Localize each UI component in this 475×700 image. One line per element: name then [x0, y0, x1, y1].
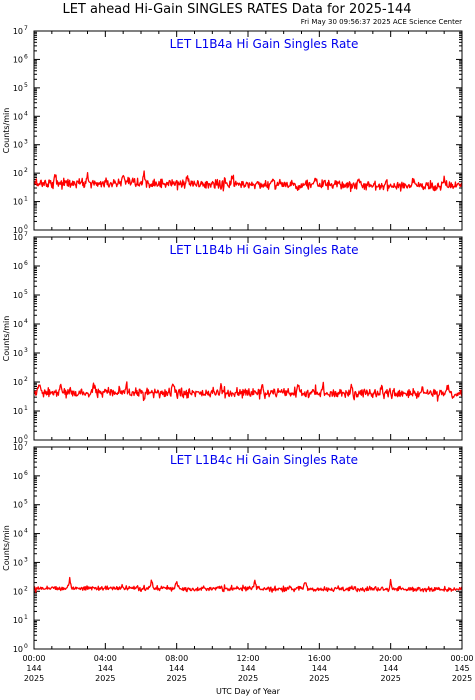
- plot-frame: [33, 446, 463, 650]
- panel-title: LET L1B4a Hi Gain Singles Rate: [170, 37, 359, 51]
- plot-frame: [33, 236, 463, 441]
- x-tick-label-year: 2025: [95, 674, 115, 683]
- y-tick-label: 10: [13, 226, 23, 235]
- y-tick-exponent: 2: [24, 167, 28, 174]
- y-tick-exponent: 7: [24, 231, 28, 238]
- timestamp-label: Fri May 30 09:56:37 2025 ACE Science Cen…: [301, 18, 462, 26]
- y-tick-label: 10: [13, 84, 23, 93]
- x-tick-label-year: 2025: [166, 674, 186, 683]
- y-tick-exponent: 1: [24, 196, 28, 203]
- y-tick-label: 10: [13, 169, 23, 178]
- y-tick-label: 10: [13, 501, 23, 510]
- panel-title: LET L1B4b Hi Gain Singles Rate: [169, 243, 358, 257]
- plot-frame: [33, 30, 463, 231]
- main-title: LET ahead Hi-Gain SINGLES RATES Data for…: [62, 2, 411, 17]
- y-tick-label: 10: [13, 436, 23, 445]
- y-tick-exponent: 0: [24, 643, 28, 650]
- x-tick-label-day: 144: [26, 664, 41, 673]
- y-tick-label: 10: [13, 198, 23, 207]
- x-tick-label-time: 00:00: [22, 654, 45, 663]
- y-tick-exponent: 2: [24, 585, 28, 592]
- y-tick-exponent: 7: [24, 441, 28, 448]
- y-tick-exponent: 6: [24, 260, 28, 267]
- x-tick-label-time: 16:00: [308, 654, 331, 663]
- y-tick-exponent: 0: [24, 434, 28, 441]
- y-tick-label: 10: [13, 233, 23, 242]
- y-tick-exponent: 4: [24, 318, 28, 325]
- y-axis-title: Counts/min: [2, 108, 11, 154]
- y-tick-label: 10: [13, 291, 23, 300]
- x-tick-label-time: 12:00: [236, 654, 259, 663]
- y-tick-exponent: 6: [24, 53, 28, 60]
- y-tick-label: 10: [13, 378, 23, 387]
- x-tick-label-time: 04:00: [94, 654, 117, 663]
- y-tick-exponent: 5: [24, 82, 28, 89]
- x-tick-label-year: 2025: [24, 674, 44, 683]
- y-tick-label: 10: [13, 407, 23, 416]
- y-tick-exponent: 6: [24, 470, 28, 477]
- x-tick-label-day: 144: [98, 664, 113, 673]
- y-axis-title: Counts/min: [2, 525, 11, 571]
- y-tick-label: 10: [13, 320, 23, 329]
- y-tick-label: 10: [13, 55, 23, 64]
- y-tick-exponent: 3: [24, 347, 28, 354]
- x-tick-label-year: 2025: [380, 674, 400, 683]
- y-tick-exponent: 5: [24, 499, 28, 506]
- x-tick-label-day: 144: [240, 664, 255, 673]
- series-line: [33, 576, 463, 593]
- y-tick-exponent: 1: [24, 614, 28, 621]
- y-tick-exponent: 2: [24, 376, 28, 383]
- panel-title: LET L1B4c Hi Gain Singles Rate: [170, 453, 358, 467]
- y-tick-exponent: 3: [24, 556, 28, 563]
- y-tick-exponent: 5: [24, 289, 28, 296]
- y-tick-exponent: 0: [24, 224, 28, 231]
- y-tick-label: 10: [13, 112, 23, 121]
- x-tick-label-day: 145: [454, 664, 469, 673]
- y-tick-label: 10: [13, 443, 23, 452]
- x-tick-label-year: 2025: [309, 674, 329, 683]
- y-tick-label: 10: [13, 472, 23, 481]
- y-tick-label: 10: [13, 262, 23, 271]
- y-tick-label: 10: [13, 616, 23, 625]
- x-tick-label-time: 20:00: [379, 654, 402, 663]
- y-tick-exponent: 4: [24, 110, 28, 117]
- y-tick-exponent: 4: [24, 528, 28, 535]
- y-tick-label: 10: [13, 141, 23, 150]
- y-tick-label: 10: [13, 530, 23, 539]
- x-tick-label-year: 2025: [238, 674, 258, 683]
- x-tick-label-day: 144: [312, 664, 327, 673]
- x-axis-title: UTC Day of Year: [216, 687, 281, 696]
- y-tick-label: 10: [13, 645, 23, 654]
- y-tick-label: 10: [13, 558, 23, 567]
- x-tick-label-day: 144: [383, 664, 398, 673]
- series-line: [33, 381, 463, 402]
- x-tick-label-time: 08:00: [165, 654, 188, 663]
- y-tick-label: 10: [13, 349, 23, 358]
- y-tick-label: 10: [13, 587, 23, 596]
- x-tick-label-time: 00:00: [450, 654, 473, 663]
- y-tick-label: 10: [13, 27, 23, 36]
- series-line: [33, 170, 463, 193]
- x-tick-label-year: 2025: [452, 674, 472, 683]
- y-tick-exponent: 3: [24, 139, 28, 146]
- x-axis: 00:00144202504:00144202508:00144202512:0…: [22, 654, 473, 683]
- y-tick-exponent: 7: [24, 25, 28, 32]
- y-axis-title: Counts/min: [2, 316, 11, 362]
- y-tick-exponent: 1: [24, 405, 28, 412]
- x-tick-label-day: 144: [169, 664, 184, 673]
